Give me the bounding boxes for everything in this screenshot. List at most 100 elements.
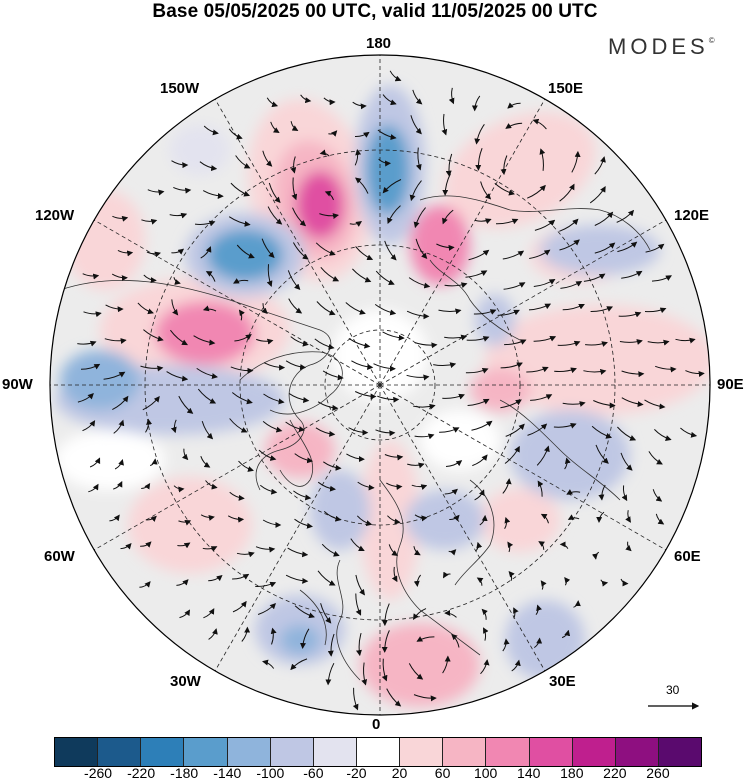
wind-vector <box>290 121 299 132</box>
wind-vector <box>567 514 580 520</box>
colorbar-tick-label: -60 <box>303 765 324 781</box>
wind-vector <box>474 124 485 145</box>
wind-vector <box>475 541 483 552</box>
wind-vector <box>299 628 310 649</box>
wind-vector <box>354 391 377 400</box>
brand-text: MODES <box>608 34 709 59</box>
wind-vector <box>141 218 158 225</box>
wind-vector <box>583 273 606 282</box>
wind-vector <box>268 182 281 204</box>
wind-vector <box>288 392 310 403</box>
wind-vector <box>441 113 448 136</box>
wind-vector <box>494 182 515 196</box>
wind-vector <box>411 484 428 490</box>
wind-vector <box>355 593 362 616</box>
wind-vector <box>228 128 243 140</box>
lon-label-120e: 120E <box>674 207 710 224</box>
wind-vector <box>406 310 430 320</box>
lon-label-60w: 60W <box>44 548 75 565</box>
colorbar-segment <box>313 738 357 766</box>
wind-vector <box>534 637 543 649</box>
colorbar-segment <box>615 738 659 766</box>
wind-vector <box>147 189 165 196</box>
wind-vector <box>203 608 215 619</box>
colorbar-tick-label: -20 <box>346 765 367 781</box>
colorbar-tick-label: -260 <box>84 765 113 781</box>
wind-vector <box>433 362 457 369</box>
wind-vector <box>143 274 157 284</box>
wind-vector <box>386 482 403 490</box>
wind-vector <box>625 541 632 552</box>
wind-vector <box>415 147 422 171</box>
wind-vector <box>414 342 438 349</box>
wind-vector <box>594 211 614 226</box>
wind-vector <box>648 451 663 465</box>
wind-vector <box>533 336 557 342</box>
wind-vector <box>594 156 606 175</box>
wind-vector <box>444 488 458 495</box>
wind-vector <box>528 303 552 311</box>
wind-vector <box>680 427 698 438</box>
wind-vector <box>620 578 629 587</box>
wind-vector <box>357 481 375 491</box>
wind-vector <box>388 544 399 556</box>
wind-vector <box>171 248 185 255</box>
wind-vector <box>114 459 124 470</box>
colorbar-segment <box>443 738 487 766</box>
wind-vector <box>120 542 132 550</box>
wind-vector <box>564 577 571 586</box>
wind-vector <box>261 303 268 314</box>
wind-vector <box>409 180 422 202</box>
wind-vector <box>227 515 245 523</box>
wind-vector <box>235 155 251 169</box>
wind-vector <box>173 485 185 493</box>
wind-vector <box>381 630 390 653</box>
wind-vector <box>270 121 280 134</box>
wind-vector <box>436 243 455 251</box>
wind-vector <box>442 209 454 225</box>
wind-vector <box>355 246 374 261</box>
wind-vector <box>200 514 215 521</box>
wind-vector <box>471 95 481 112</box>
wind-vector <box>621 397 644 408</box>
wind-vector <box>559 239 580 251</box>
colorbar-tick-label: -140 <box>213 765 242 781</box>
wind-vector <box>647 339 670 346</box>
wind-vector <box>89 457 101 468</box>
colorbar-segment <box>529 738 573 766</box>
wind-vector <box>232 573 250 580</box>
wind-vector <box>256 338 274 345</box>
wind-vector <box>505 423 525 437</box>
wind-vector <box>589 186 606 204</box>
colorbar-segment <box>270 738 314 766</box>
wind-vector <box>173 186 192 194</box>
wind-vector <box>505 122 523 129</box>
wind-vector <box>230 366 254 374</box>
wind-vector <box>591 425 613 439</box>
wind-vector <box>255 546 276 553</box>
colorbar-tick-label: -180 <box>170 765 199 781</box>
wind-vector <box>481 608 488 620</box>
wind-vector <box>325 662 335 686</box>
wind-vector <box>113 481 123 490</box>
wind-vector <box>442 571 451 579</box>
wind-vector <box>382 179 402 194</box>
colorbar-tick-label: -220 <box>127 765 156 781</box>
wind-vector <box>644 307 667 314</box>
wind-vector <box>374 304 397 316</box>
wind-vector <box>202 305 217 312</box>
wind-vector <box>591 551 600 560</box>
wind-vector <box>564 457 571 470</box>
wind-vector <box>386 688 402 707</box>
wind-vector <box>598 484 606 501</box>
wind-vector <box>80 363 101 370</box>
wind-vector <box>539 148 546 171</box>
wind-vector <box>292 242 309 260</box>
wind-vector <box>166 371 189 382</box>
wind-vector <box>502 478 512 494</box>
wind-vector <box>618 311 642 318</box>
wind-vector <box>500 155 508 176</box>
wind-vector <box>644 399 666 410</box>
colorbar-frame <box>54 737 702 767</box>
wind-vector <box>181 448 189 461</box>
